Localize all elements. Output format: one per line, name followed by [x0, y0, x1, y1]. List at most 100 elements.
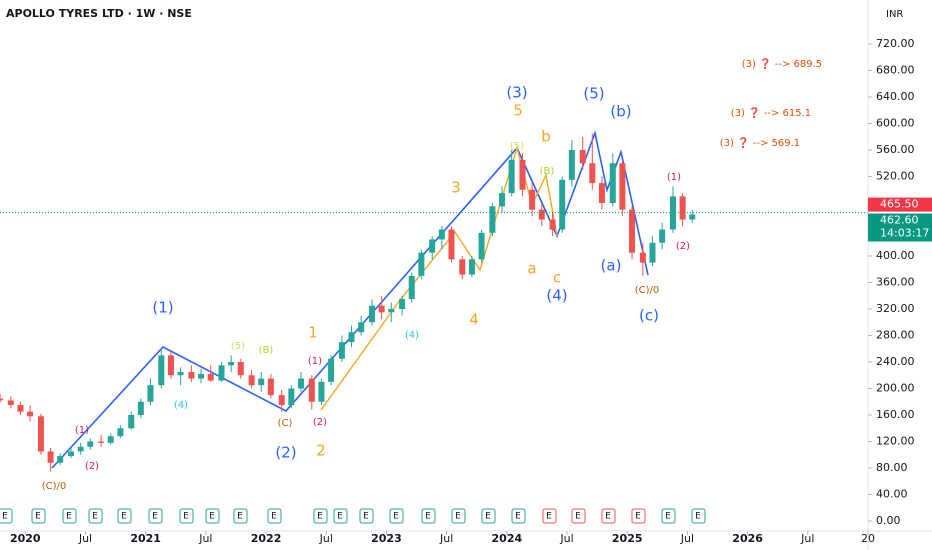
candle-body: [388, 309, 395, 313]
wave-label: (2): [313, 417, 327, 428]
candle-body: [47, 451, 54, 463]
candle-body: [288, 388, 295, 406]
candle-body: [128, 415, 135, 429]
candle-body: [579, 150, 586, 164]
x-tick-label: 2021: [130, 532, 161, 545]
candle-body: [27, 411, 34, 417]
earnings-label: E: [635, 512, 641, 522]
wave-label: (B): [540, 166, 555, 177]
candle-body: [237, 362, 244, 376]
earnings-label: E: [183, 512, 189, 522]
x-tick-label: Jul: [439, 532, 453, 545]
earnings-label: E: [337, 512, 343, 522]
earnings-label: E: [546, 512, 552, 522]
earnings-label: E: [209, 512, 215, 522]
wave-label: (b): [610, 103, 631, 121]
earnings-label: E: [2, 512, 8, 522]
earnings-label: E: [271, 512, 277, 522]
earnings-badge: [421, 508, 436, 524]
wave-label: (3) ❓ --> 689.5: [742, 57, 822, 70]
wave-label: (3): [506, 84, 527, 102]
y-tick-label: 120.00: [876, 435, 915, 448]
earnings-badge: [571, 508, 586, 524]
earnings-label: E: [393, 512, 399, 522]
candle-body: [538, 209, 545, 220]
wave-label: (4): [546, 287, 567, 305]
candle-body: [308, 378, 315, 402]
earnings-label: E: [515, 512, 521, 522]
wave-label: (C)/0: [42, 481, 67, 492]
y-tick-label: 680.00: [876, 64, 915, 77]
wave-label: 3: [451, 179, 461, 197]
candle-body: [7, 400, 14, 406]
candle-body: [609, 163, 616, 203]
earnings-badge: [333, 508, 348, 524]
earnings-badge: [179, 508, 194, 524]
candle-body: [177, 371, 184, 376]
y-tick-label: 40.00: [876, 488, 908, 501]
earnings-label: E: [237, 512, 243, 522]
x-tick-label: 2024: [492, 532, 523, 545]
wave-label: (B): [259, 345, 274, 356]
candle-body: [0, 398, 3, 401]
y-tick-label: 80.00: [876, 461, 908, 474]
candle-body: [87, 441, 94, 447]
candle-body: [549, 219, 556, 230]
candle-body: [98, 441, 105, 443]
candle-body: [369, 305, 375, 323]
candle-body: [589, 163, 596, 184]
candle-body: [519, 159, 526, 190]
x-tick-label: 2022: [251, 532, 282, 545]
candle-body: [629, 209, 636, 253]
wave-label: (2): [676, 241, 690, 252]
candle-body: [418, 252, 425, 276]
x-tick-label: Jul: [680, 532, 694, 545]
earnings-badge: [148, 508, 163, 524]
candle-body: [358, 322, 365, 333]
wave-label: (4): [405, 330, 419, 341]
x-tick-label: 2025: [612, 532, 643, 545]
wave-label: 5: [513, 102, 523, 120]
candle-body: [448, 229, 455, 260]
currency: INR: [886, 9, 903, 20]
earnings-badge: [601, 508, 616, 524]
earnings-badge: [481, 508, 496, 524]
earnings-badge: [205, 508, 220, 524]
earnings-label: E: [92, 512, 98, 522]
x-tick-label: Jul: [800, 532, 814, 545]
candle-body: [278, 395, 285, 406]
y-tick-label: 560.00: [876, 143, 915, 156]
wave-label: (1): [152, 299, 173, 317]
candle-body: [107, 436, 114, 443]
candle-body: [218, 365, 225, 381]
candle-body: [198, 373, 205, 379]
candle-body: [478, 232, 485, 260]
y-tick-label: 240.00: [876, 355, 915, 368]
y-tick-label: 320.00: [876, 302, 915, 315]
earnings-badge: [62, 508, 77, 524]
x-tick-label: Jul: [559, 532, 573, 545]
wave-label: (a): [601, 257, 622, 275]
candle-body: [117, 428, 124, 437]
wave-label: (5): [510, 141, 524, 152]
candle-body: [619, 163, 626, 210]
earnings-label: E: [317, 512, 323, 522]
candle-body: [297, 378, 304, 389]
candle-body: [438, 229, 445, 240]
candle-body: [649, 242, 656, 263]
earnings-label: E: [66, 512, 72, 522]
candle-body: [267, 378, 274, 396]
wave-label: (C)/0: [635, 285, 660, 296]
wave-label: (1): [667, 172, 681, 183]
earnings-label: E: [363, 512, 369, 522]
candle-body: [37, 416, 44, 452]
earnings-badge: [359, 508, 374, 524]
price-tag-label: 462.60: [880, 214, 919, 227]
candle-body: [207, 373, 214, 381]
earnings-badge: [389, 508, 404, 524]
earnings-badge: [691, 508, 706, 524]
candle-body: [228, 362, 235, 366]
candle-body: [529, 189, 536, 210]
wave-label: (3) ❓ --> 615.1: [731, 106, 811, 119]
